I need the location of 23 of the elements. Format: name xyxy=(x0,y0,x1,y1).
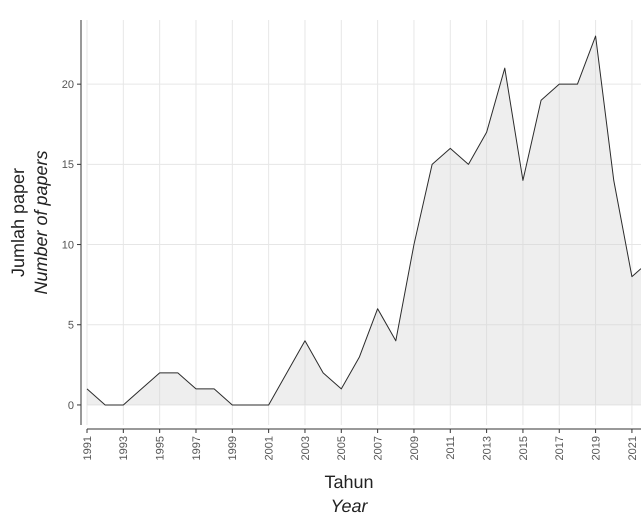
x-tick-label: 2013 xyxy=(481,436,494,460)
x-tick-label: 2007 xyxy=(372,436,384,460)
y-tick-label: 15 xyxy=(62,159,74,172)
x-tick-label: 1995 xyxy=(154,436,167,460)
x-tick-label: 1999 xyxy=(227,436,240,460)
x-tick-label: 2011 xyxy=(445,436,458,460)
x-tick-label: 1991 xyxy=(82,436,94,460)
y-axis-title: Jumlah paper Number of papers xyxy=(8,150,51,295)
x-tick-label: 2005 xyxy=(336,436,348,460)
x-axis-title: Tahun Year xyxy=(324,472,374,516)
x-tick-label: 1993 xyxy=(118,436,130,460)
y-tick-label: 20 xyxy=(62,79,74,92)
y-tick-label: 5 xyxy=(68,320,74,332)
x-tick-label: 2021 xyxy=(626,436,639,460)
x-tick-label: 1997 xyxy=(190,436,203,460)
x-tick-label: 2003 xyxy=(300,436,312,460)
x-tick-label: 2017 xyxy=(554,436,566,460)
x-tick-label: 2019 xyxy=(590,436,602,460)
x-tick-label: 2001 xyxy=(263,436,276,460)
x-tick-label: 2009 xyxy=(408,436,421,460)
x-tick-label: 2015 xyxy=(518,436,530,460)
y-tick-label: 10 xyxy=(62,239,74,252)
y-tick-label: 0 xyxy=(68,400,74,412)
